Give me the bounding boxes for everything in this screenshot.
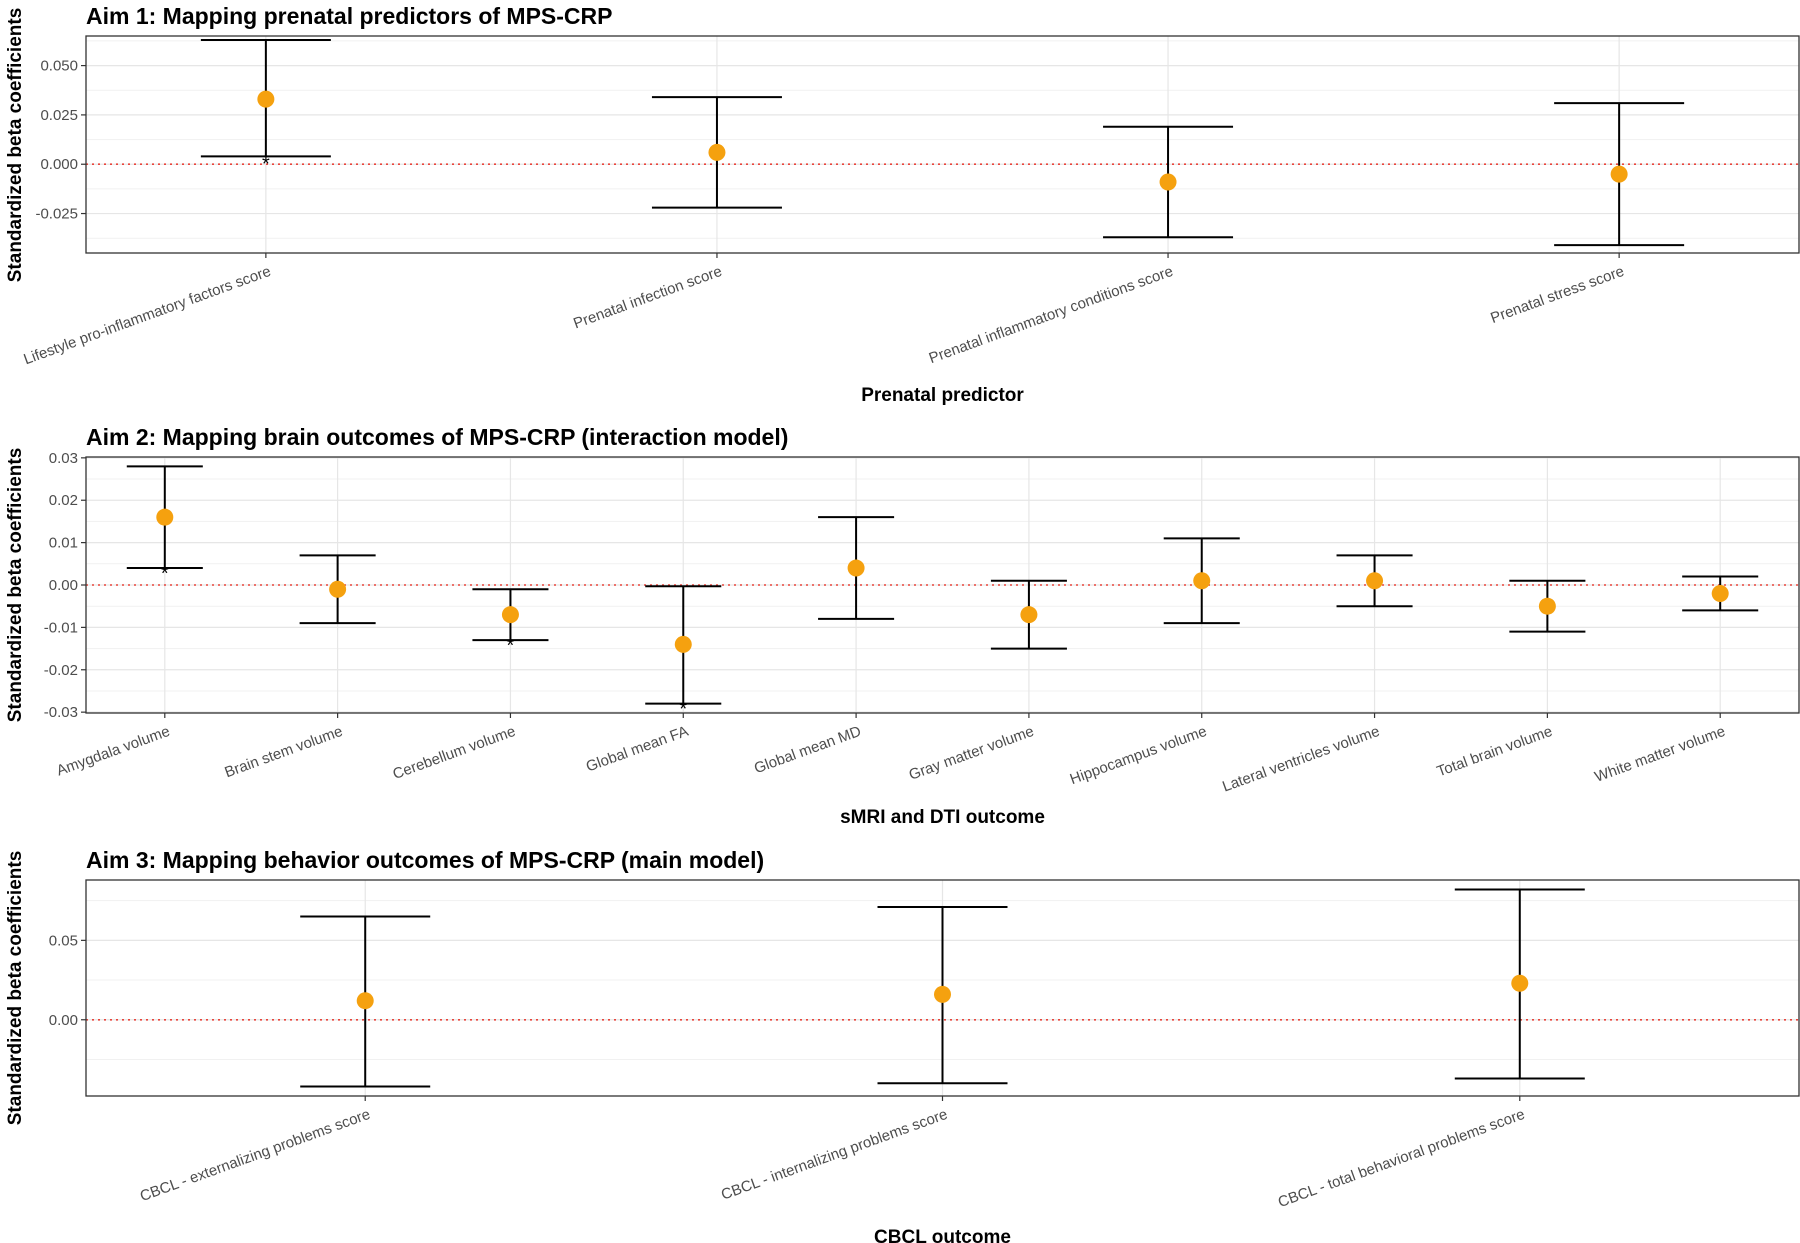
y-tick-label: 0.00 — [49, 1012, 78, 1029]
y-tick-label: 0.01 — [49, 535, 78, 552]
y-tick-label: 0.05 — [49, 932, 78, 949]
y-tick-label: 0.000 — [40, 156, 78, 173]
panel-aim-3: Aim 3: Mapping behavior outcomes of MPS-… — [5, 847, 1800, 1243]
estimate-point — [1610, 165, 1628, 183]
x-tick-label: CBCL - total behavioral problems score — [1276, 1106, 1527, 1211]
estimate-point — [257, 90, 275, 108]
x-tick-label: Prenatal stress score — [1488, 263, 1626, 327]
x-tick-label: CBCL - internalizing problems score — [719, 1106, 950, 1204]
x-axis-title: Prenatal predictor — [861, 385, 1024, 406]
estimate-point — [708, 143, 726, 161]
estimate-point — [934, 985, 951, 1003]
x-tick-label: Prenatal infection score — [571, 263, 724, 333]
significance-marker: * — [262, 153, 270, 175]
x-tick-label: Hippocampus volume — [1068, 723, 1209, 788]
x-axis-title: CBCL outcome — [874, 1227, 1011, 1243]
estimate-point — [674, 635, 692, 653]
estimate-point — [329, 580, 347, 598]
significance-marker: * — [507, 635, 515, 657]
x-tick-label: Prenatal inflammatory conditions score — [927, 263, 1176, 367]
estimate-point — [156, 508, 174, 526]
y-tick-label: -0.03 — [44, 704, 78, 721]
estimate-point — [1159, 173, 1177, 191]
chart-title: Aim 3: Mapping behavior outcomes of MPS-… — [86, 847, 764, 873]
x-tick-label: White matter volume — [1593, 723, 1728, 786]
y-tick-label: -0.01 — [44, 619, 78, 636]
y-tick-label: -0.02 — [44, 662, 78, 679]
y-tick-label: 0.025 — [40, 107, 78, 124]
y-axis-title: Standardized beta coefficients — [5, 448, 26, 723]
x-tick-label: Gray matter volume — [907, 723, 1037, 784]
estimate-point — [847, 559, 865, 577]
y-axis-title: Standardized beta coefficients — [5, 851, 26, 1126]
x-tick-label: Lifestyle pro-inflammatory factors score — [21, 263, 273, 369]
estimate-point — [1711, 584, 1729, 602]
x-tick-label: Brain stem volume — [222, 723, 345, 781]
estimate-point — [356, 992, 374, 1010]
x-tick-label: Global mean MD — [752, 723, 864, 778]
estimate-point — [1020, 606, 1038, 624]
x-tick-label: Amygdala volume — [54, 723, 172, 780]
panel-border — [85, 35, 1800, 254]
x-tick-label: Total brain volume — [1435, 723, 1555, 781]
y-tick-label: 0.02 — [49, 492, 78, 509]
estimate-point — [1538, 597, 1556, 615]
estimate-point — [1511, 974, 1529, 992]
panel-aim-1: Aim 1: Mapping prenatal predictors of MP… — [5, 3, 1800, 406]
x-axis-title: sMRI and DTI outcome — [840, 807, 1045, 828]
significance-marker: * — [161, 563, 169, 585]
y-tick-label: 0.03 — [49, 450, 78, 467]
estimate-point — [1366, 572, 1384, 590]
y-tick-label: 0.050 — [40, 58, 78, 75]
estimate-point — [501, 606, 519, 624]
x-tick-label: Lateral ventricles volume — [1220, 723, 1382, 796]
x-tick-label: Global mean FA — [584, 723, 691, 776]
chart-title: Aim 1: Mapping prenatal predictors of MP… — [86, 3, 613, 29]
panel-aim-2: Aim 2: Mapping brain outcomes of MPS-CRP… — [5, 424, 1800, 828]
y-tick-label: 0.00 — [49, 577, 78, 594]
chart-title: Aim 2: Mapping brain outcomes of MPS-CRP… — [86, 424, 788, 450]
y-tick-label: -0.025 — [35, 206, 78, 223]
estimate-point — [1193, 572, 1211, 590]
x-tick-label: CBCL - externalizing problems score — [138, 1106, 373, 1205]
significance-marker: * — [679, 699, 687, 721]
y-axis-title: Standardized beta coefficients — [5, 8, 26, 283]
x-tick-label: Cerebellum volume — [391, 723, 518, 783]
